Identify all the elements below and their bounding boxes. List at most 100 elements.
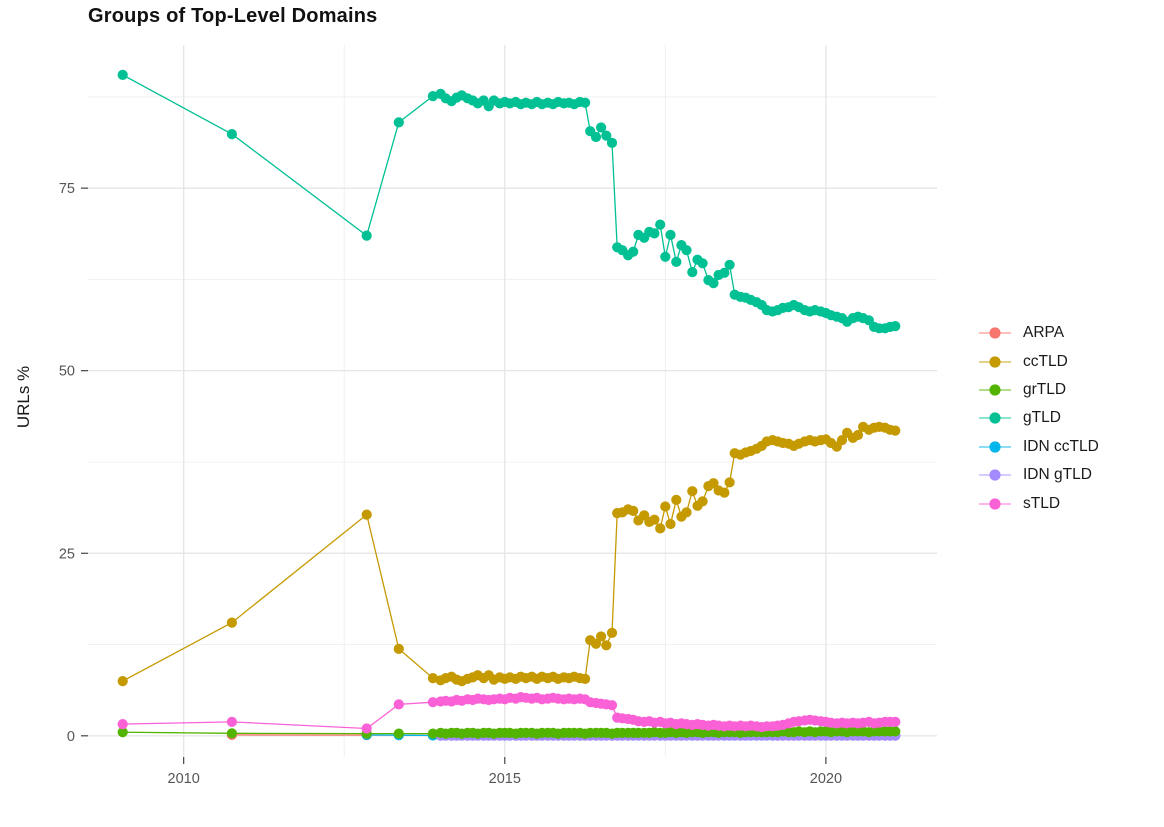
data-point	[836, 435, 848, 446]
data-point	[890, 726, 901, 737]
legend-label: sTLD	[1023, 494, 1061, 512]
axis-ticks	[81, 187, 827, 764]
data-point	[226, 617, 237, 628]
x-tick-label: 2010	[168, 771, 200, 787]
legend-label: IDN gTLD	[1023, 466, 1092, 484]
data-point	[724, 477, 735, 488]
x-tick-label: 2020	[810, 771, 842, 787]
legend-key-icon	[979, 441, 1011, 453]
data-point	[708, 278, 719, 289]
legend-label: grTLD	[1023, 380, 1067, 398]
y-axis-labels: 0 25 50 75	[59, 181, 75, 745]
data-point	[226, 728, 237, 739]
data-point	[671, 494, 682, 505]
legend-label: IDN ccTLD	[1023, 437, 1099, 455]
legend-item-cctld: ccTLD	[977, 347, 1099, 375]
data-point	[890, 716, 901, 728]
data-point	[655, 219, 666, 230]
data-point	[117, 676, 128, 687]
legend-label: ccTLD	[1023, 352, 1068, 370]
legend-item-arpa: ARPA	[977, 319, 1099, 347]
data-point	[649, 514, 660, 525]
y-tick-label: 50	[59, 364, 75, 380]
data-point	[393, 728, 404, 739]
data-point	[596, 631, 607, 642]
data-point	[596, 122, 607, 133]
data-point	[601, 130, 612, 141]
data-point	[606, 137, 618, 148]
series-gtld	[117, 69, 901, 334]
data-point	[628, 505, 639, 516]
data-point	[719, 267, 730, 278]
chart-title: Groups of Top-Level Domains	[88, 5, 378, 27]
data-point	[671, 256, 682, 267]
data-point	[226, 716, 237, 728]
data-point	[724, 259, 735, 270]
data-point	[665, 518, 676, 530]
data-point	[580, 97, 591, 108]
data-point	[361, 723, 372, 734]
data-point	[655, 523, 666, 534]
legend-key-icon	[979, 412, 1011, 424]
data-point	[580, 673, 591, 685]
data-point	[393, 699, 404, 710]
legend-label: gTLD	[1023, 409, 1061, 427]
y-axis-title: URLs %	[14, 365, 33, 429]
data-point	[606, 700, 618, 711]
data-point	[601, 640, 612, 651]
data-point	[852, 429, 864, 441]
data-point	[681, 507, 692, 518]
legend: ARPA ccTLD grTLD gTLD IDN ccTLD IDN gTLD sTLD	[977, 319, 1099, 518]
data-point	[649, 228, 660, 239]
data-point	[427, 697, 438, 708]
gridlines-minor	[88, 45, 937, 757]
data-point	[890, 425, 901, 436]
legend-item-idn-cctld: IDN ccTLD	[977, 433, 1099, 461]
legend-key-icon	[979, 355, 1011, 368]
data-point	[427, 673, 438, 684]
series-grtld	[117, 726, 901, 739]
legend-item-idn-gtld: IDN gTLD	[977, 461, 1099, 489]
data-point	[697, 496, 708, 507]
data-point	[393, 117, 404, 128]
y-tick-label: 75	[59, 181, 75, 197]
data-point	[665, 229, 676, 240]
data-point	[427, 91, 438, 102]
gridlines-major	[88, 45, 937, 757]
data-point	[681, 245, 692, 256]
data-point	[427, 728, 438, 739]
data-point	[687, 267, 698, 278]
data-point	[590, 131, 602, 143]
legend-key-icon	[979, 469, 1011, 481]
data-point	[628, 246, 639, 257]
legend-key-icon	[979, 384, 1011, 396]
legend-label: ARPA	[1023, 324, 1065, 342]
data-point	[226, 129, 237, 140]
series-cctld	[117, 421, 901, 687]
data-point	[660, 501, 671, 512]
y-tick-label: 0	[67, 729, 75, 745]
data-point	[117, 69, 128, 80]
data-point	[660, 251, 671, 262]
x-axis-labels: 2010 2015 2020	[168, 771, 842, 787]
legend-item-grtld: grTLD	[977, 376, 1099, 404]
data-point	[606, 627, 618, 639]
legend-item-gtld: gTLD	[977, 404, 1099, 432]
data-point	[117, 727, 128, 738]
x-tick-label: 2015	[489, 771, 521, 787]
data-point	[361, 509, 372, 520]
y-tick-label: 25	[59, 546, 75, 562]
legend-key-icon	[979, 327, 1011, 339]
data-point	[697, 258, 708, 269]
data-point	[590, 638, 602, 649]
legend-key-icon	[979, 497, 1011, 510]
data-point	[719, 487, 730, 498]
series-stld	[117, 692, 901, 734]
data-point	[361, 230, 372, 241]
data-point	[890, 321, 901, 332]
data-point	[117, 719, 128, 730]
data-point	[687, 486, 698, 497]
data-point	[708, 478, 719, 489]
